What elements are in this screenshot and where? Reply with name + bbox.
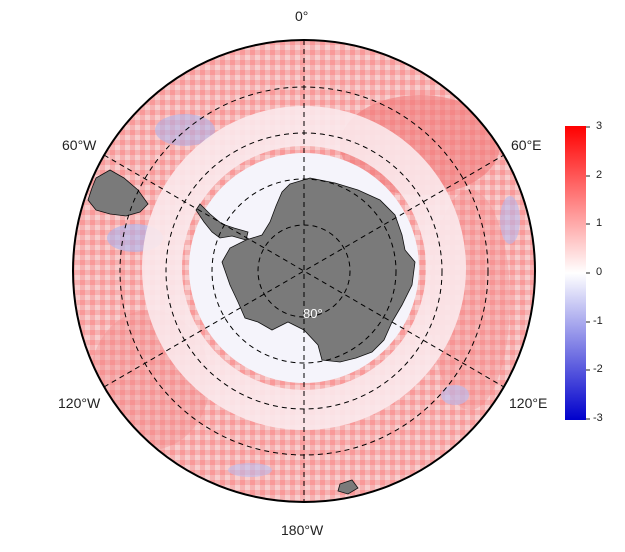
- lon-label-120e: 120°E: [509, 395, 548, 411]
- colorbar-tick-label: 3: [596, 120, 603, 132]
- lon-label-120w: 120°W: [58, 395, 101, 411]
- colorbar-tick-label: -2: [593, 363, 603, 375]
- lon-label-0: 0°: [295, 8, 309, 24]
- colorbar-tick-label: 2: [596, 169, 603, 181]
- lat-label-80: 80°: [303, 306, 323, 321]
- south-america-tip: [87, 169, 149, 217]
- antarctica-landmass: [221, 177, 416, 363]
- small-island: [337, 479, 359, 495]
- colorbar-tick-label: -3: [593, 412, 603, 424]
- colorbar-tick-marks: [586, 126, 590, 420]
- lon-label-60e: 60°E: [511, 137, 542, 153]
- colorbar-tick-label: 0: [596, 266, 603, 278]
- map-boundary: [72, 39, 536, 503]
- antarctic-peninsula: [195, 203, 249, 241]
- colorbar-gradient: [565, 126, 586, 420]
- graticule: [103, 40, 505, 502]
- lon-label-180w: 180°W: [281, 522, 324, 538]
- colorbar-tick-label: -1: [593, 315, 603, 327]
- colorbar-tick-label: 1: [596, 217, 603, 229]
- lon-label-60w: 60°W: [62, 137, 97, 153]
